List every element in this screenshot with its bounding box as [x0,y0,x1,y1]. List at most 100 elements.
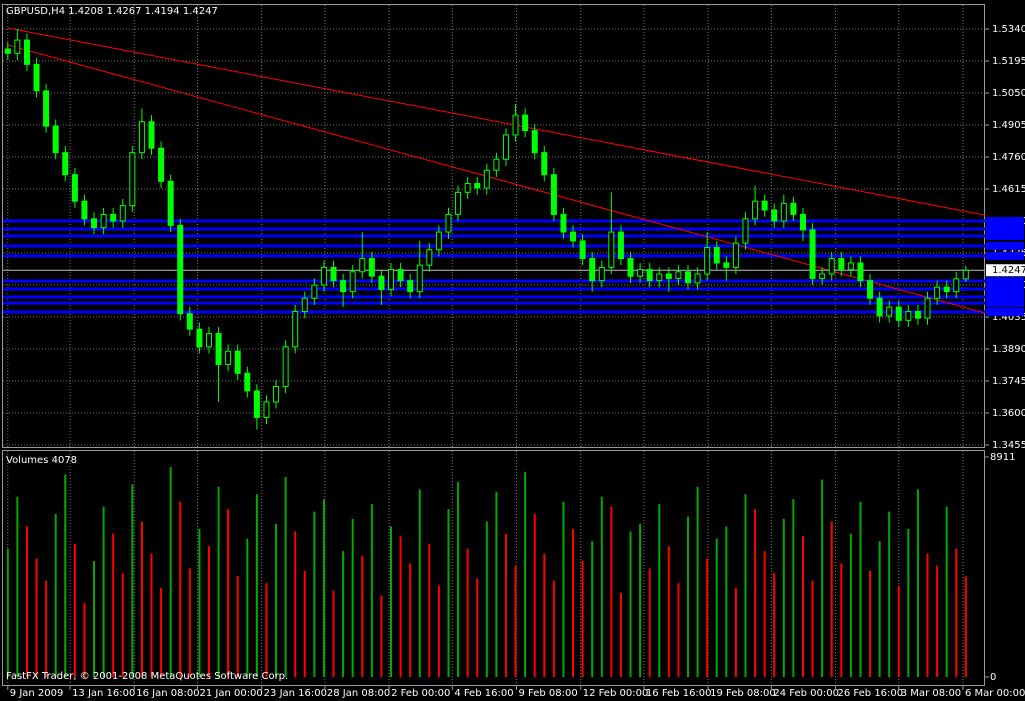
candle-body [646,269,653,282]
candle-body [23,39,30,65]
x-tick-label: 3 Mar 08:00 [901,688,961,699]
level-marker [986,285,1024,294]
candle-body [368,258,375,277]
level-marker [986,224,1024,233]
candle-body [292,311,299,348]
candle-body [656,273,663,282]
x-tick-label: 13 Jan 16:00 [72,688,135,699]
candle-body [502,134,509,160]
x-tick-label: 16 Jan 08:00 [136,688,199,699]
candle-body [550,174,557,215]
candle-body [704,247,711,275]
candle-body [608,231,615,268]
candle-body [445,213,452,233]
level-marker [986,251,1024,260]
candle-body [819,273,826,279]
candle-body [464,183,471,193]
y-tick-label: 1.3600 [992,408,1025,419]
candle-body [867,280,874,299]
candle-body [4,48,11,54]
last-close: 1.4247 [183,6,218,17]
candle-body [330,266,337,282]
x-tick-label: 9 Jan 2009 [10,688,64,699]
candle-body [14,39,21,54]
chart-header: GBPUSD,H4 1.4208 1.4267 1.4194 1.4247 [6,6,218,17]
candle-body [167,180,174,226]
chart-layer: 9 Jan 2009 13 Jan 16:00 16 Jan 08:00 21 Jan… [3,5,1025,699]
trend-line [7,27,986,216]
candle-body [589,258,596,282]
y-tick-label: 1.3455 [992,440,1025,451]
candle-body [138,121,145,154]
candle-body [541,152,548,176]
candle-body [953,278,960,293]
candle-body [205,333,212,348]
candle-body [359,258,366,273]
y-tick-label: 1.5050 [992,88,1025,99]
level-marker [986,232,1024,241]
candle-body [790,202,797,215]
candle-body [91,218,98,229]
price-label: 1.4247 [992,265,1025,276]
candle-body [522,114,529,132]
candle-body [110,213,117,222]
candle-body [426,249,433,266]
candle-body [685,271,692,284]
candle-body [215,333,222,365]
price-marker [986,264,1025,277]
candle-body [761,200,768,211]
x-tick-label: 4 Feb 16:00 [454,688,513,699]
candle-body [52,125,59,154]
candle-body [694,273,701,284]
candle-body [512,114,519,136]
candle-body [378,275,385,290]
y-tick-label: 1.5340 [992,24,1025,35]
y-tick-label: 1.4035 [992,312,1025,323]
candle-body [531,130,538,154]
last-low: 1.4194 [145,6,180,17]
level-marker [986,292,1024,301]
candle-body [483,169,490,189]
y-tick-label: 1.4615 [992,184,1025,195]
volume-pane [2,450,985,686]
candle-body [627,258,634,277]
candle-body [435,231,442,251]
candle-body [914,311,921,319]
candle-body [273,386,280,403]
candle-body [244,372,251,392]
candle-body [186,313,193,330]
candle-body [742,218,749,244]
candle-body [129,152,136,207]
candle-body [895,306,902,321]
candle-body [148,121,155,149]
level-marker [986,299,1024,308]
candle-body [455,191,462,215]
candle-body [857,262,864,282]
level-marker [986,241,1024,250]
candle-body [62,152,69,176]
candle-body [570,231,577,242]
candle-body [349,271,356,293]
candle-body [713,247,720,264]
level-marker [986,277,1024,286]
candle-body [809,229,816,279]
y-tick-label: 1.4760 [992,152,1025,163]
candle-body [263,401,270,418]
y-tick-label: 0 [990,672,996,683]
candle-body [225,350,232,365]
candle-body [675,271,682,279]
candle-body [33,63,40,92]
candle-body [962,269,969,280]
volume-label: Volumes [6,455,48,466]
candle-body [560,213,567,233]
level-marker [986,307,1024,316]
candle-body [665,273,672,279]
candle-body [320,266,327,286]
candle-body [253,390,260,418]
x-tick-label: 28 Jan 08:00 [327,688,390,699]
candle-body [943,286,950,293]
candle-body [598,266,605,282]
candle-body [876,297,883,317]
